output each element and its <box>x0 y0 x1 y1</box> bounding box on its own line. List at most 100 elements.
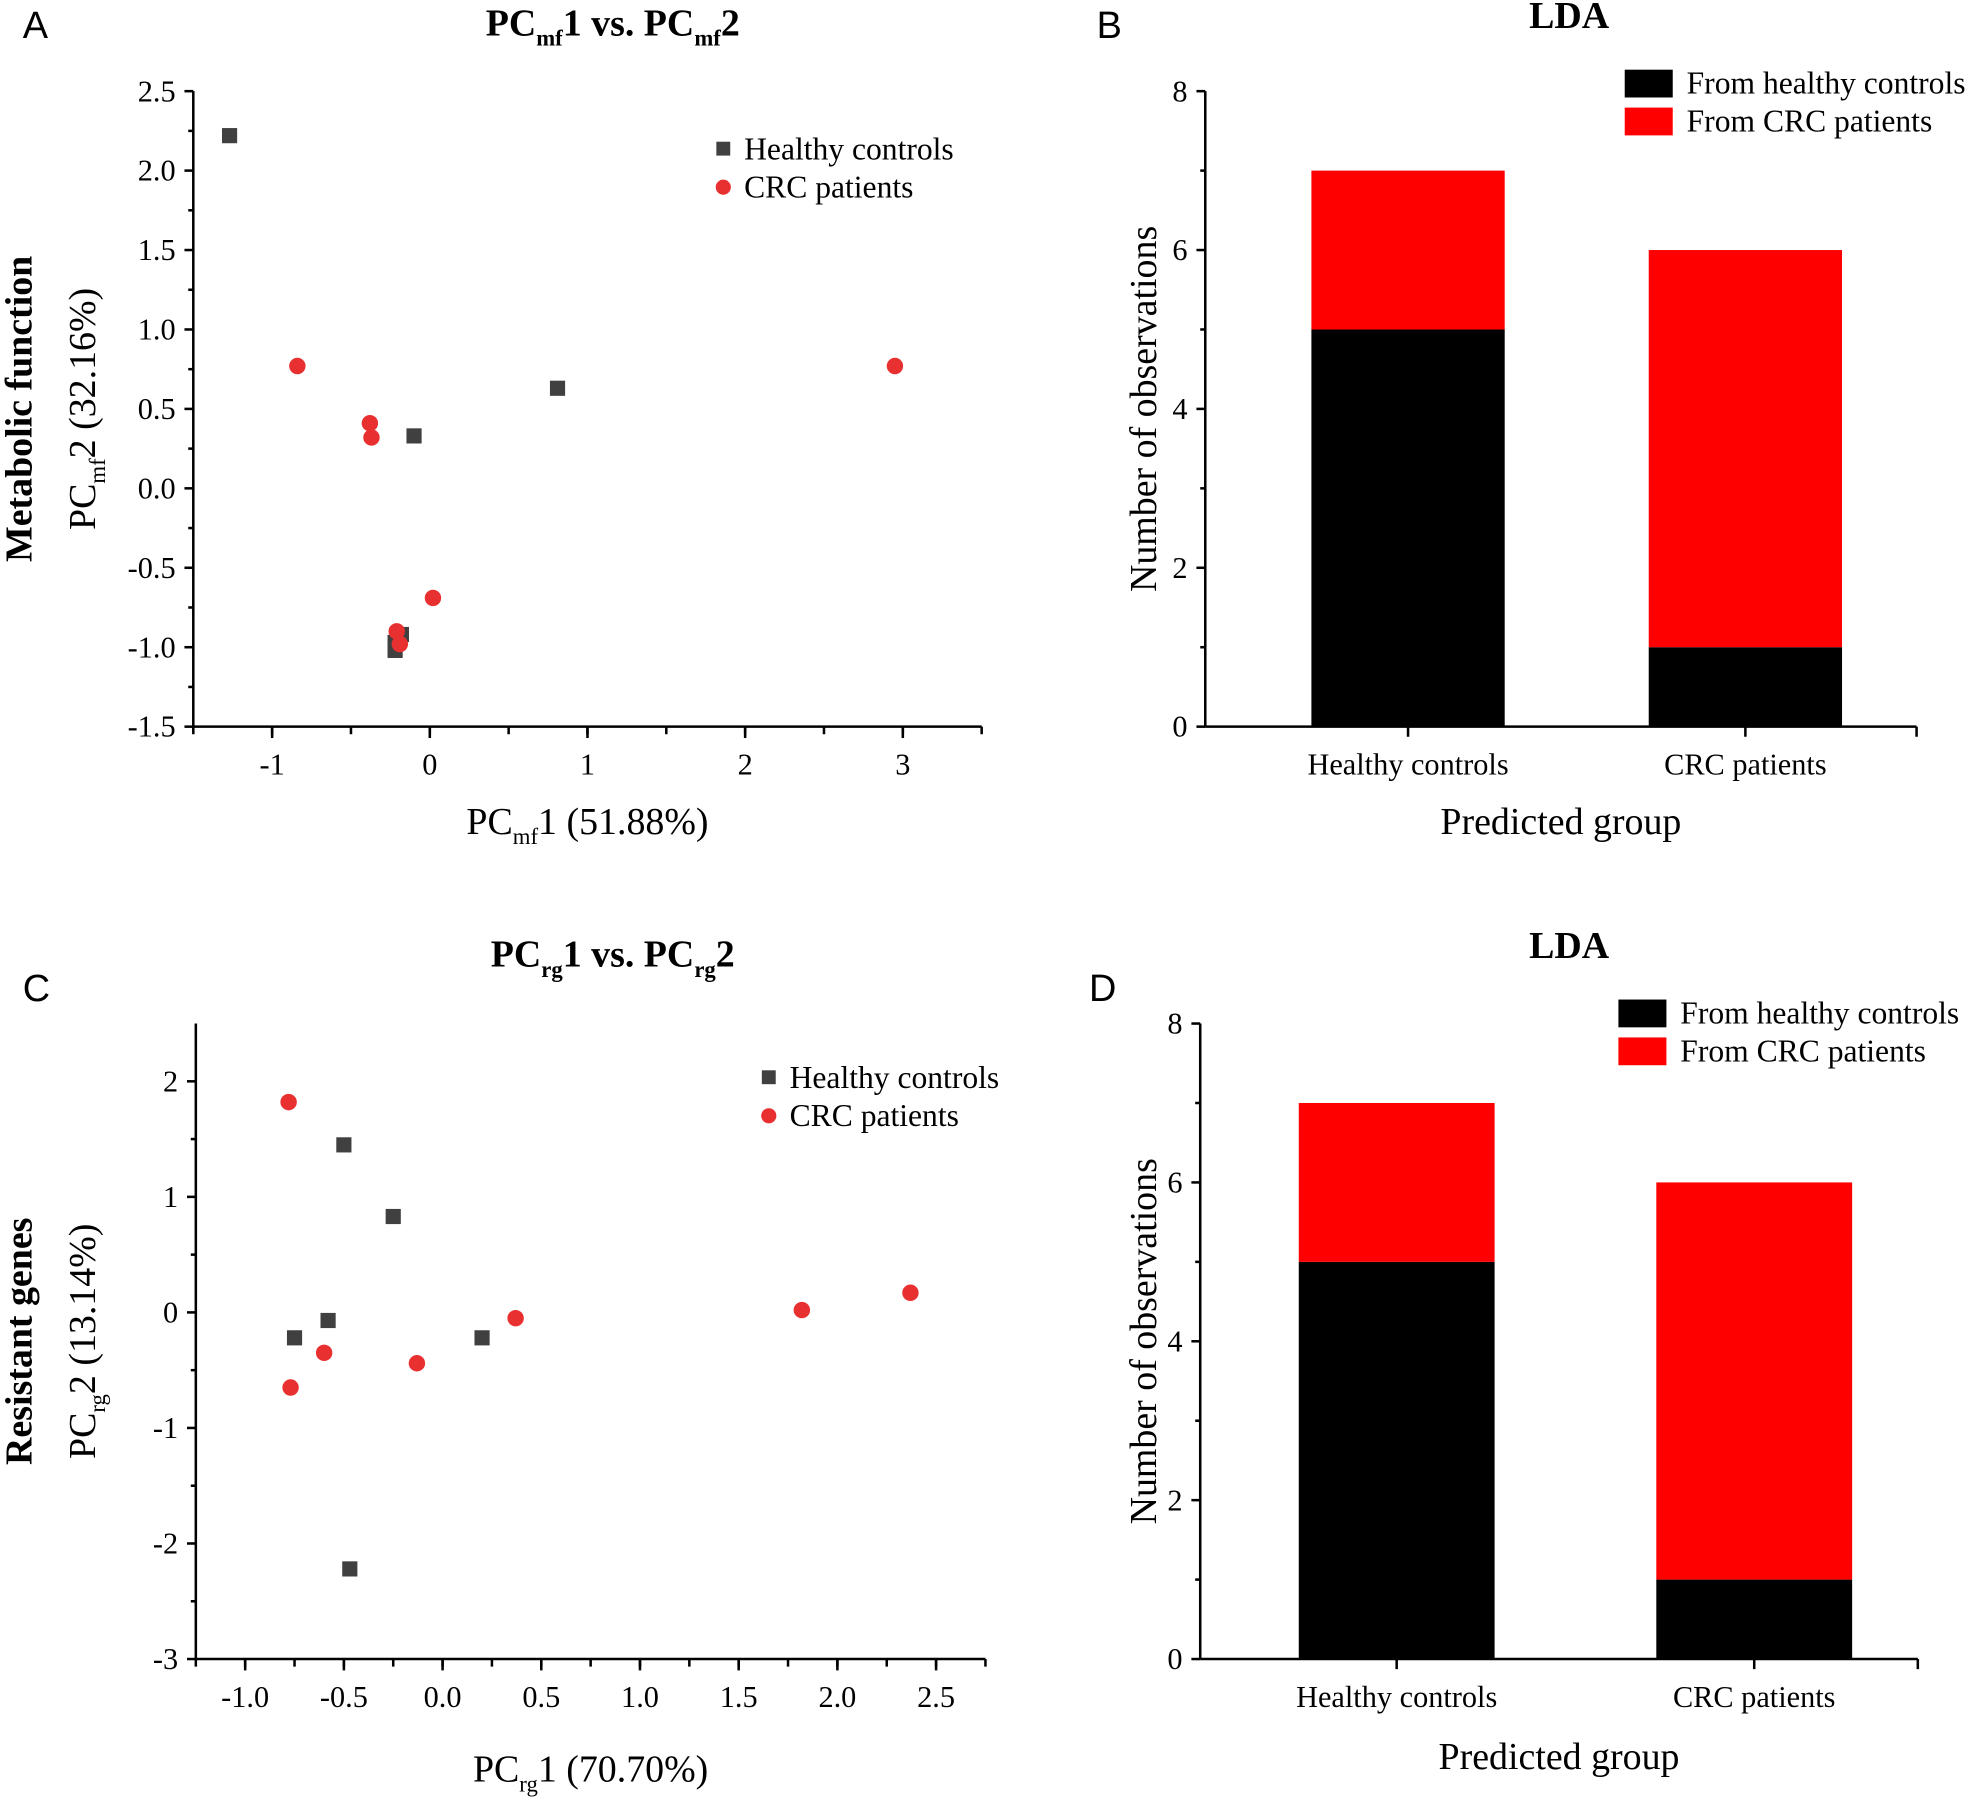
x-tick-label: CRC patients <box>1673 1680 1836 1714</box>
data-point-crc <box>361 414 379 432</box>
bar-segment-crc <box>1656 1182 1853 1580</box>
x-tick-label: -1.0 <box>221 1680 269 1714</box>
legend-swatch <box>1624 69 1673 98</box>
y-tick-label: -3 <box>153 1642 178 1676</box>
data-point-crc <box>793 1301 811 1319</box>
y-tick-label: 1 <box>163 1180 178 1214</box>
x-tick-label: -0.5 <box>320 1680 368 1714</box>
y-tick-label: 0 <box>1172 710 1187 744</box>
data-point-crc <box>282 1379 299 1396</box>
bar-segment-healthy <box>1656 1579 1853 1660</box>
data-point-crc <box>391 635 409 653</box>
y-tick-label: -1 <box>153 1411 178 1445</box>
bar-segment-healthy <box>1311 329 1505 727</box>
bar-segment-crc <box>1648 250 1843 648</box>
legend-marker-square <box>716 141 731 156</box>
panel-letter: D <box>1089 968 1116 1010</box>
y-tick-label: 2 <box>1167 1483 1182 1517</box>
y-tick-label: -0.5 <box>128 551 176 585</box>
x-tick-label: 1 <box>580 748 595 782</box>
data-point-crc <box>388 623 405 640</box>
x-tick-label: 3 <box>895 748 910 782</box>
data-point-crc <box>886 357 904 375</box>
legend-label: Healthy controls <box>744 131 954 166</box>
y-tick-label: -1.0 <box>128 630 176 664</box>
y-tick-label: 2 <box>1172 551 1187 585</box>
panel-letter: C <box>23 968 50 1010</box>
row-label: Resistant genes <box>0 1218 41 1465</box>
y-tick-label: 6 <box>1167 1166 1182 1200</box>
legend-label: From CRC patients <box>1687 104 1933 139</box>
data-point-crc <box>315 1344 333 1362</box>
y-tick-label: 6 <box>1172 233 1187 267</box>
bar-segment-healthy <box>1298 1261 1495 1660</box>
y-tick-label: 0.5 <box>138 392 176 426</box>
x-tick-label: 2 <box>738 748 753 782</box>
legend-marker-square <box>761 1070 776 1085</box>
data-point-crc <box>280 1093 297 1111</box>
chart-title: LDA <box>1529 925 1610 967</box>
legend-label: From healthy controls <box>1680 996 1959 1031</box>
x-tick-label: 1.0 <box>621 1680 659 1714</box>
data-point-healthy <box>342 1561 358 1577</box>
y-tick-label: 2.0 <box>138 154 176 188</box>
y-tick-label: 0.0 <box>138 471 176 505</box>
data-point-crc <box>507 1309 524 1327</box>
panel-a: A -1.5 -1.0 -0.5 0.0 0.5 1.0 1.5 2.0 2.5 -1 0 1 2 3 PCm… <box>0 3 983 849</box>
row-label: Metabolic function <box>0 256 41 562</box>
legend-marker-circle <box>761 1108 777 1124</box>
bar-segment-crc <box>1311 170 1505 330</box>
x-tick-label: 1.5 <box>720 1680 758 1714</box>
legend-label: From healthy controls <box>1687 66 1966 101</box>
chart-title: PCmf1 vs. PCmf2 <box>486 3 740 51</box>
y-axis-label: PCrg2 (13.14%) <box>62 1224 110 1459</box>
y-tick-label: 8 <box>1167 1007 1182 1041</box>
legend-label: CRC patients <box>790 1098 959 1133</box>
x-tick-label: CRC patients <box>1664 748 1827 782</box>
panel-c: C -3 -2 -1 0 1 2 -1.0 -0.5 0.0 0.5 1.0 1.5 2.0 2.5 PCrg… <box>0 934 999 1797</box>
legend-swatch <box>1618 999 1667 1028</box>
bar-segment-healthy <box>1648 647 1843 727</box>
x-axis-label: PCrg1 (70.70%) <box>473 1749 708 1797</box>
legend-label: Healthy controls <box>790 1060 1000 1095</box>
y-tick-label: 8 <box>1172 74 1187 108</box>
legend-marker-circle <box>715 179 731 195</box>
data-point-healthy <box>320 1312 336 1329</box>
y-axis-label: PCmf2 (32.16%) <box>62 288 110 530</box>
data-point-healthy <box>286 1330 303 1346</box>
x-tick-label: Healthy controls <box>1307 748 1508 782</box>
x-tick-label: 2.5 <box>917 1680 955 1714</box>
data-point-healthy <box>549 380 566 396</box>
chart-title: PCrg1 vs. PCrg2 <box>491 934 735 982</box>
y-axis-label: Number of observations <box>1123 226 1165 592</box>
x-axis-label: PCmf1 (51.88%) <box>466 801 708 849</box>
data-point-crc <box>424 589 442 607</box>
data-point-healthy <box>336 1137 352 1153</box>
y-tick-label: 2.5 <box>138 74 176 108</box>
x-tick-label: 0.0 <box>424 1680 462 1714</box>
y-tick-label: -2 <box>153 1527 178 1561</box>
x-tick-label: 2.0 <box>818 1680 856 1714</box>
data-point-healthy <box>221 128 238 144</box>
data-point-crc <box>363 429 380 446</box>
data-point-crc <box>289 357 306 375</box>
x-tick-label: 0 <box>422 748 437 782</box>
panel-letter: A <box>23 5 49 47</box>
x-tick-label: 0.5 <box>522 1680 560 1714</box>
x-tick-label: -1 <box>260 748 285 782</box>
y-tick-label: 2 <box>163 1064 178 1098</box>
y-tick-label: 0 <box>163 1296 178 1330</box>
y-tick-label: 0 <box>1167 1642 1182 1676</box>
x-axis-label: Predicted group <box>1440 801 1681 843</box>
data-point-healthy <box>474 1330 490 1346</box>
data-point-healthy <box>385 1208 401 1225</box>
y-tick-label: 1.5 <box>138 233 176 267</box>
panel-d: D 0 2 4 6 8 Healthy controls CRC patients LDA Pre… <box>1089 925 1959 1778</box>
y-tick-label: 4 <box>1167 1324 1182 1358</box>
legend-swatch <box>1624 107 1673 136</box>
y-tick-label: 1.0 <box>138 313 176 347</box>
data-point-crc <box>902 1284 919 1301</box>
y-tick-label: 4 <box>1172 392 1187 426</box>
panel-b: B 0 2 4 6 8 Healthy controls CRC patients LDA Pre… <box>1097 0 1966 843</box>
